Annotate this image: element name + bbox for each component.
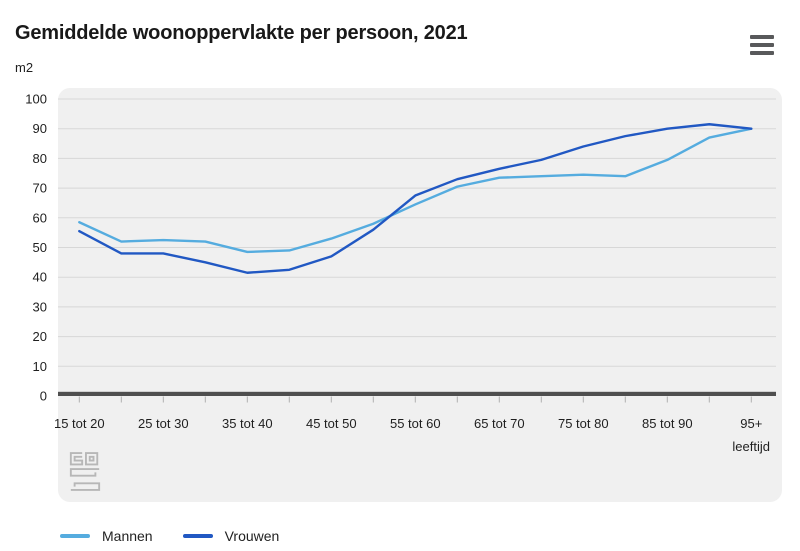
plot-panel <box>58 88 782 502</box>
x-axis-title: leeftijd <box>732 439 770 454</box>
series-line-mannen <box>78 127 753 254</box>
y-tick-label: 40 <box>33 270 47 285</box>
x-tick-label: 85 tot 90 <box>642 416 693 431</box>
y-tick-label: 0 <box>40 389 47 404</box>
x-tick-label: 45 tot 50 <box>306 416 357 431</box>
cbs-logo <box>69 452 101 491</box>
chart-menu-button[interactable] <box>750 33 778 57</box>
y-tick-label: 20 <box>33 329 47 344</box>
x-tick-label: 35 tot 40 <box>222 416 273 431</box>
y-tick-label: 70 <box>33 181 47 196</box>
legend-label: Mannen <box>102 528 153 544</box>
chart-legend: Mannen Vrouwen <box>60 528 279 544</box>
y-tick-label: 90 <box>33 121 47 136</box>
x-tick-label: 15 tot 20 <box>54 416 105 431</box>
x-tick-label: 55 tot 60 <box>390 416 441 431</box>
y-tick-label: 50 <box>33 240 47 255</box>
hamburger-menu-icon <box>750 51 774 55</box>
x-tick-label: 95+ <box>740 416 762 431</box>
legend-item-mannen[interactable]: Mannen <box>60 528 153 544</box>
hamburger-menu-icon <box>750 35 774 39</box>
y-tick-label: 10 <box>33 359 47 374</box>
y-tick-label: 60 <box>33 210 47 225</box>
hamburger-menu-icon <box>750 43 774 47</box>
mannen-line-swatch-icon <box>60 534 90 538</box>
x-axis-line <box>58 391 776 396</box>
y-tick-label: 30 <box>33 299 47 314</box>
legend-label: Vrouwen <box>224 528 280 544</box>
y-axis-unit-label: m2 <box>15 60 34 75</box>
y-tick-label: 100 <box>25 92 47 107</box>
legend-item-vrouwen[interactable]: Vrouwen <box>182 528 280 544</box>
page-title: Gemiddelde woonoppervlakte per persoon, … <box>15 22 468 44</box>
series-line-vrouwen <box>78 123 753 274</box>
x-tick-label: 65 tot 70 <box>474 416 525 431</box>
y-tick-label: 80 <box>33 151 47 166</box>
vrouwen-line-swatch-icon <box>182 534 213 538</box>
x-tick-label: 75 tot 80 <box>558 416 609 431</box>
x-tick-label: 25 tot 30 <box>138 416 189 431</box>
